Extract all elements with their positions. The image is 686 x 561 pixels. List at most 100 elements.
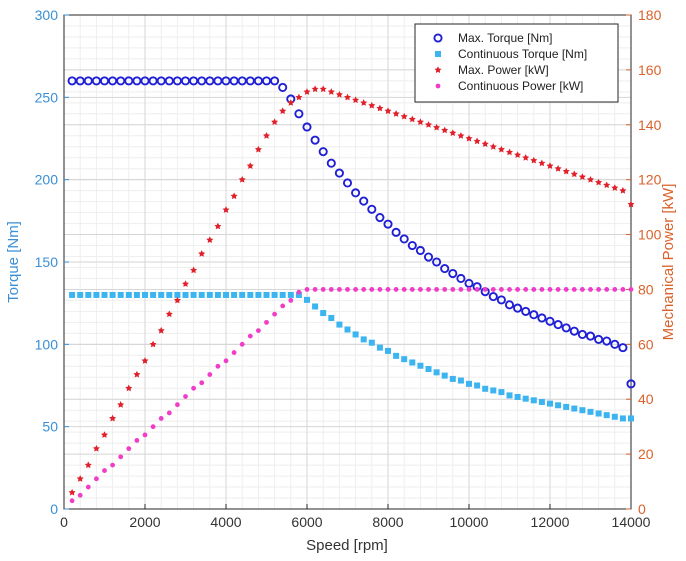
max-torque-point [351, 188, 361, 198]
max-torque-point [626, 379, 636, 389]
max-power-point [319, 85, 327, 93]
max-power-point [206, 236, 214, 244]
right-tick-label: 20 [638, 446, 654, 462]
continuous-torque-point [320, 310, 327, 317]
continuous-torque-point [433, 369, 440, 376]
continuous-power-point [183, 394, 188, 399]
continuous-power-point [320, 287, 326, 292]
left-tick-label: 100 [35, 336, 59, 352]
continuous-torque-point [409, 359, 416, 366]
continuous-power-point [158, 416, 164, 421]
continuous-power-point [547, 287, 553, 292]
continuous-power-point [563, 287, 569, 292]
max-power-point [327, 88, 335, 95]
max-power-point [287, 99, 295, 106]
max-torque-point [610, 339, 620, 349]
max-torque-point [521, 306, 531, 316]
legend-label-continuous-power: Continuous Power [kW] [458, 79, 583, 93]
continuous-torque-point [441, 372, 448, 379]
max-power-point [408, 115, 416, 123]
continuous-torque-point [158, 291, 165, 298]
continuous-power-point [231, 350, 237, 355]
max-power-point [611, 184, 619, 191]
max-power-point [416, 118, 424, 126]
max-torque-point [594, 334, 604, 344]
max-torque-point [569, 326, 579, 336]
left-axis-label: Torque [Nm] [5, 221, 22, 303]
continuous-torque-point [182, 291, 189, 298]
continuous-power-point [256, 328, 261, 334]
right-tick-label: 40 [638, 391, 654, 407]
max-power-point [149, 340, 157, 348]
continuous-torque-point [117, 291, 124, 298]
max-power-point [546, 162, 554, 169]
max-power-point [384, 107, 392, 115]
continuous-torque-point [93, 291, 100, 298]
max-torque-point [432, 257, 442, 267]
continuous-power-point [239, 341, 245, 347]
continuous-power-point [69, 498, 75, 504]
max-torque-point [504, 300, 515, 310]
continuous-power-point [166, 410, 172, 416]
max-power-point [587, 175, 594, 183]
continuous-power-point [264, 319, 269, 325]
max-torque-point [464, 278, 474, 288]
legend-label-continuous-torque: Continuous Torque [Nm] [458, 47, 587, 61]
max-power-point [84, 461, 92, 469]
left-axis-ticks: 0 50 100 150 200 250 300 [35, 7, 69, 517]
legend-marker-max-torque [433, 33, 443, 43]
continuous-torque-point [101, 291, 108, 298]
continuous-power-point [385, 287, 391, 292]
continuous-power-point [531, 287, 537, 292]
continuous-power-point [580, 287, 585, 292]
continuous-torque-point [385, 347, 391, 354]
continuous-torque-point [271, 291, 278, 298]
max-power-point [570, 170, 578, 178]
continuous-power-point [280, 303, 286, 309]
continuous-torque-point [69, 291, 76, 298]
left-tick-label: 150 [35, 254, 59, 270]
continuous-power-point [588, 287, 593, 292]
max-power-point [473, 137, 481, 145]
x-tick-label: 6000 [291, 514, 322, 530]
legend-label-max-power: Max. Power [kW] [458, 63, 549, 77]
continuous-torque-point [174, 291, 181, 298]
max-power-point [125, 384, 133, 392]
continuous-power-point [215, 363, 221, 369]
max-power-point [117, 401, 125, 408]
continuous-torque-point [449, 375, 456, 382]
continuous-power-point [207, 372, 213, 377]
continuous-torque-point [547, 400, 553, 407]
continuous-power-point [361, 287, 367, 292]
max-power-point [457, 132, 465, 139]
continuous-power-point [401, 287, 407, 292]
continuous-power-point [247, 333, 253, 339]
continuous-power-point [272, 311, 277, 317]
max-power-point [182, 280, 189, 287]
max-torque-point [440, 264, 450, 274]
max-torque-point [278, 82, 288, 93]
continuous-power-point [499, 287, 504, 292]
continuous-power-point [118, 454, 124, 460]
x-axis-ticks: 0 2000 4000 6000 8000 10000 12000 14000 [60, 504, 651, 530]
continuous-torque-point [304, 296, 310, 303]
max-power-point [554, 165, 562, 172]
max-power-point [279, 107, 287, 115]
max-power-point [214, 222, 222, 230]
max-power-point [76, 475, 84, 482]
series-continuous-torque [69, 291, 634, 422]
continuous-power-point [85, 484, 91, 490]
continuous-torque-point [376, 344, 383, 351]
continuous-torque-point [587, 408, 594, 415]
right-tick-label: 120 [638, 172, 662, 188]
legend-marker-continuous-torque [435, 51, 441, 57]
continuous-torque-point [166, 291, 173, 298]
max-torque-point [407, 240, 417, 251]
continuous-torque-point [125, 291, 132, 298]
legend-marker-max-power [434, 66, 442, 73]
continuous-power-point [102, 468, 107, 473]
continuous-torque-point [109, 291, 116, 298]
legend-label-max-torque: Max. Torque [Nm] [458, 31, 552, 45]
continuous-torque-point [466, 380, 472, 387]
continuous-torque-point [279, 291, 286, 298]
